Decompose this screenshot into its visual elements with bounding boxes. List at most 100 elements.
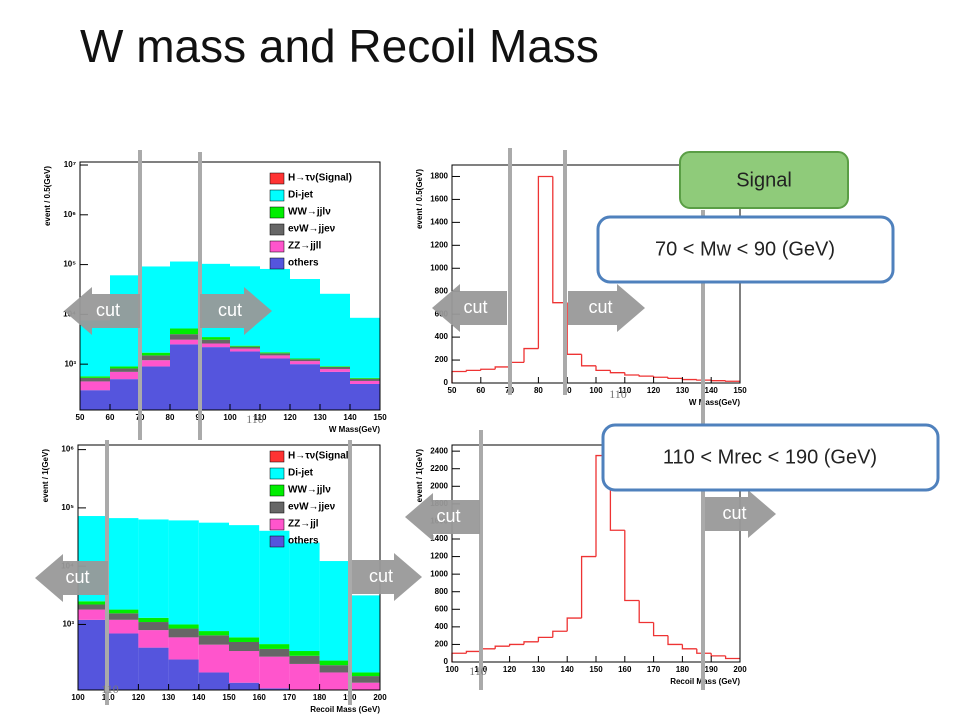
signal-label: Signal xyxy=(736,169,792,191)
histogram-segment xyxy=(349,672,380,677)
histogram-bin xyxy=(537,636,553,642)
histogram-segment xyxy=(78,619,109,690)
histogram-segment xyxy=(260,355,290,359)
histogram-bin xyxy=(696,648,712,654)
cut-arrow xyxy=(405,493,480,541)
plots: 506070809010011012013014015010³10⁴10⁵10⁶… xyxy=(41,160,747,714)
x-tick-label: 120 xyxy=(283,413,297,422)
histogram-bin xyxy=(724,380,740,382)
legend-swatch xyxy=(269,206,285,219)
x-axis-title: W Mass(GeV) xyxy=(329,425,380,434)
histogram-segment xyxy=(200,337,230,340)
histogram-segment xyxy=(290,359,320,362)
y-tick-label: 1200 xyxy=(430,552,448,561)
histogram-bin xyxy=(552,630,568,638)
y-tick-label: 0 xyxy=(444,378,449,387)
histogram-bin xyxy=(595,365,611,372)
legend-swatch xyxy=(269,172,285,185)
x-tick-label: 150 xyxy=(589,665,603,674)
signal-box xyxy=(679,151,849,209)
x-tick-label: 150 xyxy=(222,693,236,702)
x-tick-label: 100 xyxy=(223,413,237,422)
histogram-segment xyxy=(170,328,200,335)
histogram-segment xyxy=(170,334,200,340)
y-tick-label: 2000 xyxy=(430,481,448,490)
histogram-segment xyxy=(80,390,110,410)
histogram-segment xyxy=(170,344,200,410)
histogram-bin xyxy=(465,650,481,654)
y-tick-label: 10³ xyxy=(62,620,74,629)
histogram-bin xyxy=(624,372,640,376)
histogram-segment xyxy=(198,672,229,690)
y-tick-label: 600 xyxy=(435,604,449,613)
histogram-segment xyxy=(138,622,169,631)
histogram-segment xyxy=(350,380,380,384)
histogram-bin xyxy=(710,380,726,382)
x-tick-label: 180 xyxy=(676,665,690,674)
y-axis-title: event / 1(GeV) xyxy=(415,449,424,503)
histogram-segment xyxy=(108,633,139,690)
legend-swatch xyxy=(269,467,285,480)
histogram-bin xyxy=(667,377,683,380)
legend-label: H→τν(Signal) xyxy=(288,173,352,184)
histogram-segment xyxy=(319,660,350,666)
histogram-segment xyxy=(80,320,110,377)
histogram-segment xyxy=(138,519,169,618)
histogram-bin xyxy=(638,600,654,624)
histogram-segment xyxy=(349,676,380,683)
histogram-segment xyxy=(110,368,140,372)
y-tick-label: 800 xyxy=(435,587,449,596)
cut-arrow-label: cut xyxy=(65,567,89,587)
x-axis-title: Recoil Mass (GeV) xyxy=(310,705,380,714)
histogram-bin xyxy=(566,617,582,632)
legend-swatch xyxy=(269,518,285,531)
cut-arrow-label: cut xyxy=(588,297,612,317)
x-tick-label: 170 xyxy=(647,665,661,674)
x-tick-label: 50 xyxy=(76,413,85,422)
legend-label: WW→jjlν xyxy=(288,485,331,496)
legend-swatch xyxy=(269,484,285,497)
legend-label: WW→jjlν xyxy=(288,207,331,218)
histogram-segment xyxy=(230,348,260,352)
histogram-segment xyxy=(290,364,320,410)
y-tick-label: 1200 xyxy=(430,240,448,249)
histogram-segment xyxy=(198,644,229,673)
y-tick-label: 1800 xyxy=(430,172,448,181)
cut-arrow xyxy=(432,284,507,332)
histogram-segment xyxy=(229,637,260,642)
histogram-segment xyxy=(349,595,380,673)
x-tick-label: 120 xyxy=(503,665,517,674)
y-tick-label: 400 xyxy=(435,622,449,631)
histogram-segment xyxy=(320,293,350,367)
histogram-segment xyxy=(350,378,380,381)
histogram-segment xyxy=(168,624,199,629)
x-tick-label: 120 xyxy=(132,693,146,702)
legend-label: ZZ→jjll xyxy=(288,241,322,252)
x-tick-label: 110 xyxy=(618,386,631,395)
histogram-segment xyxy=(259,644,290,649)
histogram-bin xyxy=(494,645,510,649)
histogram-segment xyxy=(108,518,139,610)
x-tick-label: 200 xyxy=(733,665,747,674)
x-tick-label: 110 xyxy=(254,413,267,422)
legend-swatch xyxy=(269,450,285,463)
histogram-segment xyxy=(259,688,290,690)
histogram-bin xyxy=(580,555,596,619)
histogram-bin xyxy=(696,379,712,381)
cut-arrow-label: cut xyxy=(96,300,120,320)
histogram-bin xyxy=(465,369,481,372)
histogram-segment xyxy=(168,520,199,625)
histogram-segment xyxy=(140,366,170,410)
x-tick-label: 80 xyxy=(534,386,543,395)
histogram-segment xyxy=(110,371,140,380)
histogram-segment xyxy=(289,655,320,664)
histogram-bin xyxy=(710,653,726,657)
y-axis-title: event / 0.5(GeV) xyxy=(415,169,424,229)
x-tick-label: 200 xyxy=(373,693,387,702)
legend-swatch xyxy=(269,240,285,253)
y-tick-label: 10⁶ xyxy=(61,445,74,454)
x-tick-label: 130 xyxy=(532,665,546,674)
cut-arrow xyxy=(568,284,645,332)
